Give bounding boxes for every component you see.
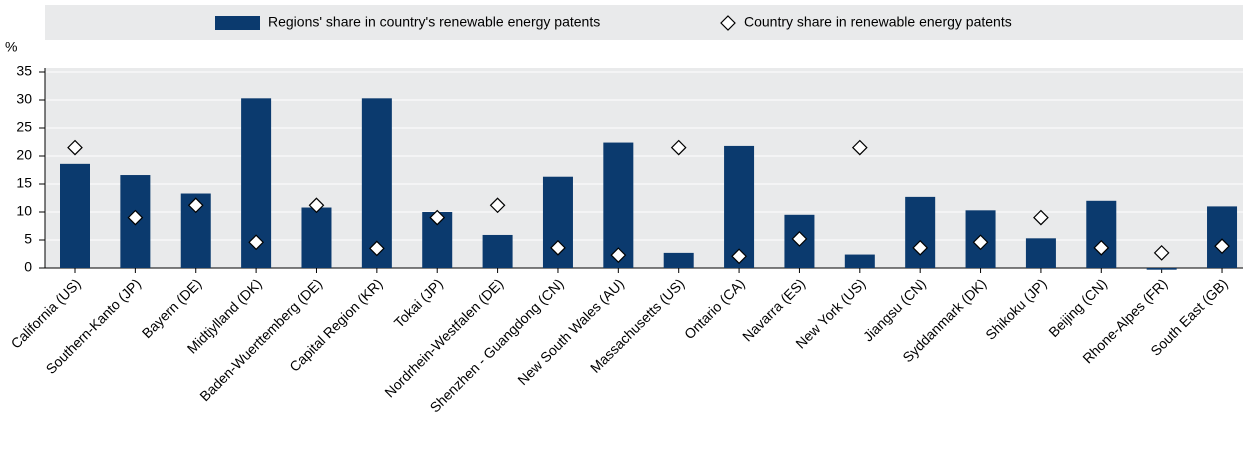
x-tick-label: Shikoku (JP) <box>982 275 1049 342</box>
bar <box>663 252 694 268</box>
x-tick-label: Ontario (CA) <box>681 275 748 342</box>
y-tick-label: 30 <box>16 91 32 107</box>
bar <box>905 196 936 268</box>
bar <box>603 142 634 268</box>
y-axis-label: % <box>5 39 17 55</box>
x-tick-label: New South Wales (AU) <box>514 275 627 388</box>
y-tick-label: 35 <box>16 63 32 79</box>
y-tick-label: 5 <box>24 231 32 247</box>
x-tick-label: Nordrhein-Westfalen (DE) <box>381 275 506 400</box>
bar <box>361 98 392 268</box>
diamond-marker <box>308 197 325 214</box>
bar <box>1146 268 1177 270</box>
diamond-marker <box>731 248 747 265</box>
diamond-marker <box>1153 245 1170 261</box>
y-tick-label: 20 <box>16 147 32 163</box>
x-tick-label: Bayern (DE) <box>139 275 205 341</box>
diamond-marker <box>127 209 144 226</box>
diamond-marker <box>791 231 808 247</box>
bar <box>60 163 90 268</box>
legend-label: Regions' share in country's renewable en… <box>268 14 600 30</box>
diamond-marker <box>248 234 264 251</box>
diamond-marker <box>67 139 83 156</box>
diamond-marker <box>610 247 627 263</box>
legend-swatch <box>720 15 736 31</box>
y-tick-label: 15 <box>16 175 32 191</box>
bar <box>482 234 513 268</box>
y-tick-label: 25 <box>16 119 32 135</box>
bar <box>301 207 332 268</box>
y-tick-label: 0 <box>24 259 32 275</box>
bar <box>724 145 755 268</box>
bar <box>1207 206 1238 268</box>
diamond-marker <box>429 209 446 226</box>
diamond-marker <box>489 197 506 214</box>
y-tick-label: 10 <box>16 203 32 219</box>
diamond-marker <box>369 240 385 257</box>
plot-background <box>45 68 1243 268</box>
bar <box>1086 200 1117 268</box>
diamond-marker <box>670 139 687 156</box>
diamond-marker <box>851 139 868 156</box>
diamond-marker <box>1093 239 1110 256</box>
diamond-marker <box>1033 209 1049 226</box>
x-tick-label: Tokai (JP) <box>391 275 446 330</box>
bar <box>844 254 875 268</box>
diamond-marker <box>1214 238 1230 255</box>
legend-label: Country share in renewable energy patent… <box>744 14 1012 30</box>
diamond-marker <box>550 239 566 256</box>
diamond-marker <box>912 239 929 256</box>
x-tick-label: Beijing (CN) <box>1045 275 1110 340</box>
legend-swatch <box>215 16 260 30</box>
diamond-marker <box>972 234 989 251</box>
bar <box>1025 238 1056 268</box>
diamond-marker <box>187 197 204 214</box>
x-tick-label: Baden-Wuerttemberg (DE) <box>196 275 325 404</box>
